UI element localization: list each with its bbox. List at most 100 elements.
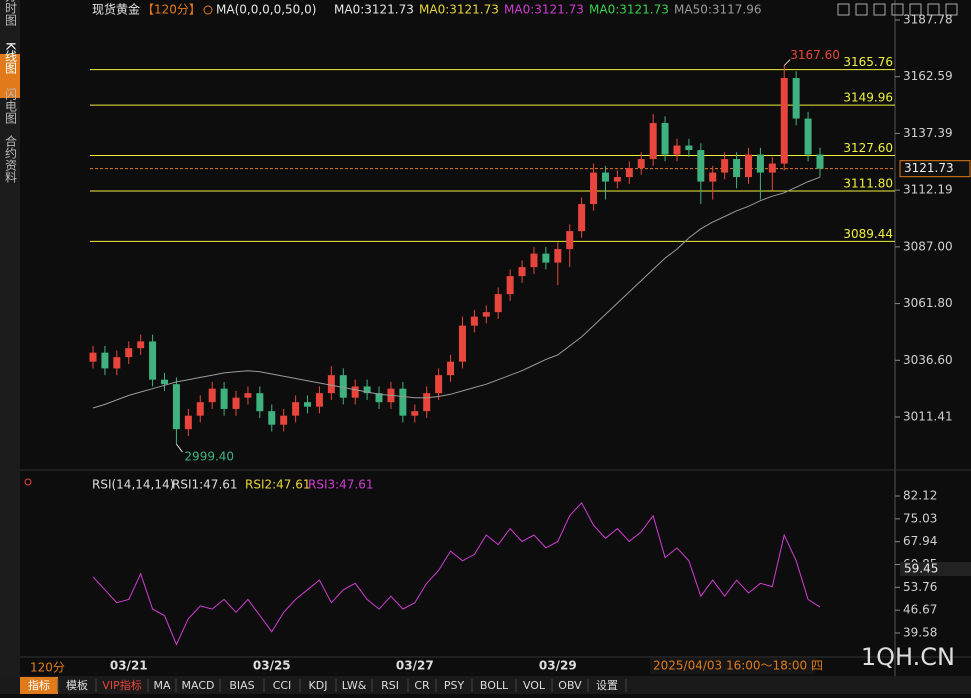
candle-body — [649, 123, 657, 160]
candle-body — [685, 145, 693, 151]
candle-body — [327, 375, 335, 394]
y-tick-label: 3011.41 — [903, 410, 953, 424]
candle-body — [458, 325, 466, 362]
y-tick-label: 3087.00 — [903, 239, 953, 253]
candle-body — [709, 172, 717, 182]
ma50-line — [92, 176, 821, 409]
candle-body — [375, 393, 383, 403]
y-tick-label: 3187.78 — [903, 12, 953, 26]
sidebar-tab[interactable]: K线图 — [4, 42, 18, 74]
toolbar-tab[interactable]: OBV — [558, 679, 582, 692]
candle-body — [804, 118, 812, 155]
candle-body — [816, 154, 824, 169]
footer-time: 2025/04/03 16:00～18:00 四 — [653, 659, 823, 673]
sidebar-tab[interactable]: 分时图 — [4, 0, 18, 26]
tool-icon[interactable] — [891, 3, 904, 16]
sidebar-tab[interactable]: 合约资料 — [4, 134, 18, 183]
toolbar-tab[interactable]: VOL — [523, 679, 546, 692]
header-text: MA0:3121.73 — [419, 3, 499, 17]
last-price-box — [899, 160, 971, 178]
header-text: MA0:3121.73 — [334, 3, 414, 17]
toolbar-tab[interactable]: MACD — [182, 679, 215, 692]
toolbar-tab[interactable]: PSY — [444, 679, 465, 692]
rsi-legend: RSI1:47.61 — [172, 478, 238, 492]
rsi-legend: RSI(14,14,14) — [92, 478, 174, 492]
watermark: 1QH.CN — [861, 643, 955, 671]
rsi-last-label: 59.45 — [904, 562, 938, 576]
x-tick-label: 03/21 — [110, 659, 148, 673]
candle-body — [554, 249, 562, 263]
rsi-last-box — [900, 562, 971, 577]
candle-body — [411, 411, 419, 416]
tool-icon[interactable] — [837, 3, 850, 16]
level-label: 3127.60 — [843, 141, 893, 155]
header-text: 【120分】 — [142, 3, 201, 17]
candle-body — [256, 393, 264, 412]
settings-icon[interactable] — [203, 5, 213, 15]
sidebar-tab-active — [0, 54, 20, 98]
candle-body — [363, 386, 371, 394]
rsi-icon[interactable] — [24, 478, 32, 486]
toolbar-tab[interactable]: CCI — [273, 679, 292, 692]
candle-body — [530, 253, 538, 268]
candle-body — [506, 276, 514, 295]
toolbar-tab[interactable]: RSI — [381, 679, 399, 692]
tool-icon[interactable] — [945, 3, 958, 16]
toolbar-tab[interactable]: MA — [153, 679, 170, 692]
candle-body — [280, 415, 288, 425]
candle-body — [184, 415, 192, 430]
toolbar-tab[interactable]: BIAS — [229, 679, 254, 692]
candle-body — [435, 375, 443, 394]
candle-body — [518, 267, 526, 277]
toolbar-tab[interactable]: KDJ — [309, 679, 328, 692]
candle-body — [494, 294, 502, 313]
time-box — [650, 658, 815, 674]
tab-active — [20, 677, 58, 694]
level-label: 3089.44 — [843, 227, 893, 241]
tool-icon[interactable] — [873, 3, 886, 16]
y-tick-label: 39.58 — [903, 626, 937, 640]
toolbar-tab[interactable]: BOLL — [480, 679, 509, 692]
x-tick-label: 03/25 — [253, 659, 291, 673]
rsi-legend: RSI2:47.61 — [245, 478, 311, 492]
y-tick-label: 53.76 — [903, 580, 937, 594]
candle-body — [423, 393, 431, 412]
y-tick-label: 3112.19 — [903, 183, 953, 197]
candle-body — [578, 204, 586, 232]
candle-body — [399, 388, 407, 416]
candle-body — [470, 316, 478, 326]
candle-body — [756, 154, 764, 173]
toolbar-tab[interactable]: 指标 — [28, 678, 50, 692]
tool-icon[interactable] — [927, 3, 940, 16]
x-tick-label: 03/29 — [539, 659, 577, 673]
candle-body — [721, 159, 729, 173]
rsi-legend: RSI3:47.61 — [308, 478, 374, 492]
candle-body — [172, 384, 180, 430]
toolbar-tab[interactable]: LW& — [342, 679, 367, 692]
candle-body — [232, 397, 240, 409]
toolbar-tab[interactable]: VIP指标 — [102, 678, 141, 692]
toolbar-tab[interactable]: 模板 — [66, 678, 88, 692]
tool-icon[interactable] — [909, 3, 922, 16]
toolbar-tab[interactable]: 设置 — [596, 679, 618, 692]
footer-period[interactable]: 120分 — [30, 661, 65, 675]
header-text: MA0:3121.73 — [504, 3, 584, 17]
candle-body — [149, 341, 157, 380]
toolbar-tab[interactable]: CR — [414, 679, 430, 692]
header-text: 现货黄金 — [92, 2, 140, 17]
y-tick-label: 3162.59 — [903, 69, 953, 83]
candle-body — [244, 393, 252, 398]
candle-body — [89, 352, 97, 362]
candle-body — [351, 386, 359, 398]
candle-body — [590, 172, 598, 205]
x-tick-label: 03/27 — [396, 659, 434, 673]
tool-icon[interactable] — [855, 3, 868, 16]
candle-body — [220, 388, 228, 409]
sidebar-tab[interactable]: 闪电图 — [4, 88, 18, 124]
level-label: 3149.96 — [843, 91, 893, 105]
candle-body — [482, 312, 490, 317]
candle-body — [601, 172, 609, 182]
y-tick-label: 3137.39 — [903, 126, 953, 140]
candle-body — [304, 402, 312, 407]
